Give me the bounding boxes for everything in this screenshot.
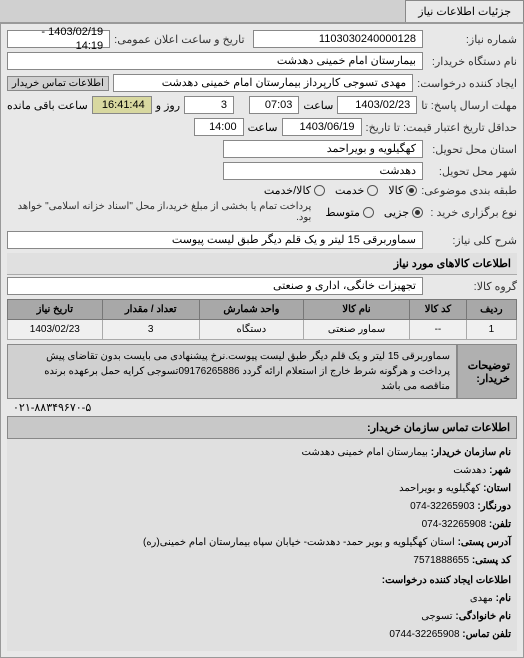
- contact-creator-header: اطلاعات ایجاد کننده درخواست:: [382, 575, 511, 586]
- pub-date-label: تاریخ و ساعت اعلان عمومی:: [114, 33, 244, 46]
- contact-address: استان کهگیلویه و بویر حمد- دهدشت- خیابان…: [143, 537, 455, 548]
- general-desc-field: سماوربرقی 15 لیتر و یک قلم دیگر طبق لیست…: [7, 231, 423, 249]
- classification-label: طبقه بندی موضوعی:: [421, 184, 517, 197]
- general-desc-label: شرح کلی نیاز:: [427, 234, 517, 247]
- tab-bar: جزئیات اطلاعات نیاز: [0, 0, 524, 23]
- remaining-days-label: روز و: [156, 99, 180, 112]
- creator-field: مهدی تسوجی کارپرداز بیمارستان امام خمینی…: [113, 74, 413, 92]
- table-header-row: ردیف کد کالا نام کالا واحد شمارش تعداد /…: [8, 300, 517, 320]
- radio-service-label: خدمت: [335, 184, 364, 197]
- remaining-time-field: 16:41:44: [92, 96, 152, 114]
- contact-org: بیمارستان امام خمینی دهدشت: [302, 447, 428, 458]
- radio-medium[interactable]: متوسط: [325, 206, 374, 219]
- validity-time-field: 14:00: [194, 118, 244, 136]
- radio-low-label: جزیی: [384, 206, 409, 219]
- explanation-label: توضیحات خریدار:: [457, 344, 517, 399]
- contact-phone-label: تلفن:: [489, 519, 511, 530]
- explanation-row: توضیحات خریدار: سماوربرقی 15 لیتر و یک ق…: [7, 344, 517, 399]
- contact-contact-phone: 32265908-0744: [389, 629, 459, 640]
- contact-city: دهدشت: [453, 465, 486, 476]
- city-label: شهر محل تحویل:: [427, 165, 517, 178]
- reply-date-field: 1403/02/23: [337, 96, 417, 114]
- radio-goods-service-label: کالا/خدمت: [264, 184, 311, 197]
- th-date: تاریخ نیاز: [8, 300, 103, 320]
- reply-time-label: ساعت: [303, 99, 333, 112]
- items-table: ردیف کد کالا نام کالا واحد شمارش تعداد /…: [7, 299, 517, 340]
- contact-phone: 32265908-074: [422, 519, 487, 530]
- contact-fax-label: دورنگار:: [477, 501, 511, 512]
- th-name: نام کالا: [303, 300, 409, 320]
- radio-medium-label: متوسط: [325, 206, 360, 219]
- req-no-label: شماره نیاز:: [427, 33, 517, 46]
- validity-time-label: ساعت: [248, 121, 278, 134]
- radio-goods-dot: [406, 185, 417, 196]
- radio-service[interactable]: خدمت: [335, 184, 378, 197]
- contact-province: کهگیلویه و بویراحمد: [399, 483, 480, 494]
- contact-contact-phone-label: تلفن تماس:: [462, 629, 511, 640]
- contact-province-label: استان:: [483, 483, 511, 494]
- td-row: 1: [466, 320, 516, 340]
- contact-name-label: نام:: [496, 593, 511, 604]
- reply-time-field: 07:03: [249, 96, 299, 114]
- contact-postal-label: کد پستی:: [472, 555, 511, 566]
- radio-low-dot: [412, 207, 423, 218]
- contact-org-label: نام سازمان خریدار:: [431, 447, 511, 458]
- org-label: نام دستگاه خریدار:: [427, 55, 517, 68]
- city-field: دهدشت: [223, 162, 423, 180]
- contact-city-label: شهر:: [489, 465, 511, 476]
- creator-label: ایجاد کننده درخواست:: [417, 77, 517, 90]
- contact-buyer-button[interactable]: اطلاعات تماس خریدار: [7, 76, 109, 91]
- remaining-days-field: 3: [184, 96, 234, 114]
- th-unit: واحد شمارش: [199, 300, 303, 320]
- contact-section: نام سازمان خریدار: بیمارستان امام خمینی …: [7, 439, 517, 651]
- group-field: تجهیزات خانگی، اداری و صنعتی: [7, 277, 423, 295]
- radio-low[interactable]: جزیی: [384, 206, 423, 219]
- contact-lastname-label: نام خانوادگی:: [455, 611, 511, 622]
- reply-deadline-label: مهلت ارسال پاسخ: تا: [421, 99, 517, 112]
- items-section-header: اطلاعات کالاهای مورد نیاز: [7, 253, 517, 275]
- th-code: کد کالا: [410, 300, 467, 320]
- province-label: استان محل تحویل:: [427, 143, 517, 156]
- footer-phone: ۰۲۱-۸۸۳۴۹۶۷۰-۵: [7, 399, 517, 416]
- payment-radio-group: جزیی متوسط: [325, 206, 423, 219]
- td-code: --: [410, 320, 467, 340]
- pub-date-field: 1403/02/19 - 14:19: [7, 30, 110, 48]
- radio-goods-service-dot: [314, 185, 325, 196]
- payment-note: پرداخت تمام یا بخشی از مبلغ خرید،از محل …: [7, 201, 311, 223]
- radio-goods-label: کالا: [388, 184, 403, 197]
- contact-postal: 7571888655: [413, 555, 469, 566]
- req-no-field: 1103030240000128: [253, 30, 423, 48]
- radio-goods[interactable]: کالا: [388, 184, 417, 197]
- radio-service-dot: [367, 185, 378, 196]
- td-name: سماور صنعتی: [303, 320, 409, 340]
- classification-radio-group: کالا خدمت کالا/خدمت: [264, 184, 417, 197]
- contact-section-header: اطلاعات تماس سازمان خریدار:: [7, 416, 517, 439]
- group-label: گروه کالا:: [427, 280, 517, 293]
- th-row: ردیف: [466, 300, 516, 320]
- explanation-content: سماوربرقی 15 لیتر و یک قلم دیگر طبق لیست…: [7, 344, 457, 399]
- remaining-label: ساعت باقی مانده: [7, 99, 88, 112]
- th-qty: تعداد / مقدار: [102, 300, 199, 320]
- province-field: کهگیلویه و بویراحمد: [223, 140, 423, 158]
- table-row: 1 -- سماور صنعتی دستگاه 3 1403/02/23: [8, 320, 517, 340]
- contact-lastname: تسوجی: [421, 611, 452, 622]
- td-unit: دستگاه: [199, 320, 303, 340]
- contact-fax: 32265903-074: [410, 501, 475, 512]
- radio-goods-service[interactable]: کالا/خدمت: [264, 184, 325, 197]
- validity-label: حداقل تاریخ اعتبار قیمت: تا تاریخ:: [366, 121, 517, 134]
- validity-date-field: 1403/06/19: [282, 118, 362, 136]
- main-panel: شماره نیاز: 1103030240000128 تاریخ و ساع…: [0, 23, 524, 658]
- tab-details[interactable]: جزئیات اطلاعات نیاز: [405, 0, 524, 22]
- contact-address-label: آدرس پستی:: [458, 537, 511, 548]
- payment-label: نوع برگزاری خرید :: [427, 206, 517, 219]
- org-field: بیمارستان امام خمینی دهدشت: [7, 52, 423, 70]
- td-qty: 3: [102, 320, 199, 340]
- contact-name: مهدی: [470, 593, 493, 604]
- td-date: 1403/02/23: [8, 320, 103, 340]
- radio-medium-dot: [363, 207, 374, 218]
